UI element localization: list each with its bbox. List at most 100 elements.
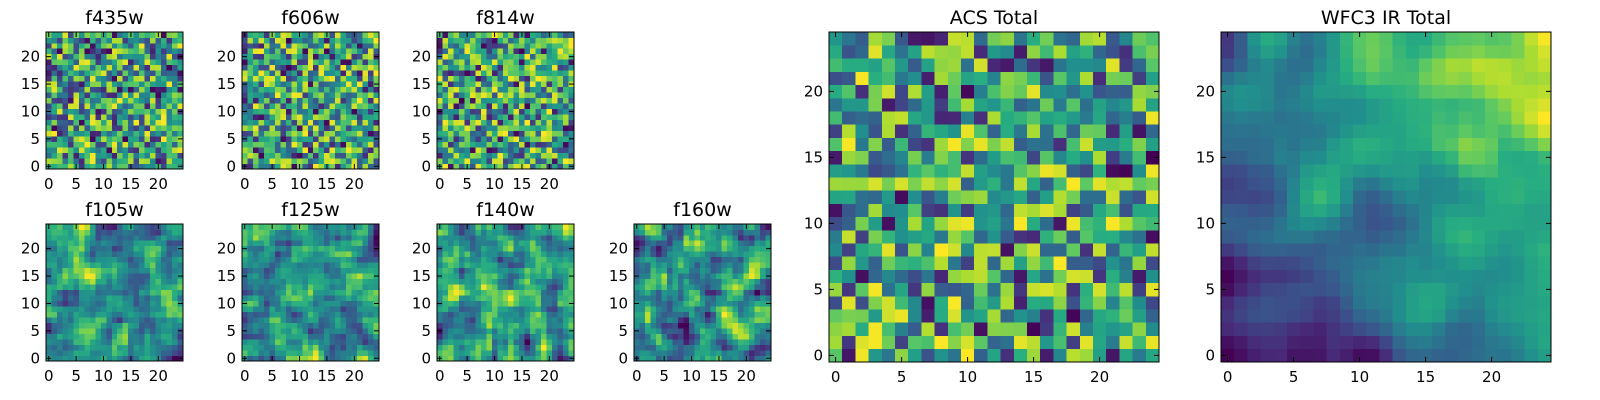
heatmap-cell — [269, 234, 276, 241]
heatmap-cell — [1066, 269, 1081, 284]
heatmap-cell — [139, 256, 145, 263]
heatmap-cell — [557, 64, 564, 71]
heatmap-cell — [373, 339, 380, 345]
heatmap-cell — [263, 317, 270, 323]
heatmap-cell — [563, 108, 569, 115]
heatmap-cell — [661, 262, 668, 269]
heatmap-cell — [535, 163, 542, 170]
heatmap-cell — [296, 317, 303, 323]
heatmap-cell — [447, 32, 454, 38]
heatmap-cell — [541, 125, 547, 131]
heatmap-cell — [296, 114, 303, 120]
heatmap-cell — [716, 311, 722, 318]
heatmap-cell — [535, 37, 542, 44]
heatmap-cell — [84, 97, 91, 104]
heatmap-cell — [491, 267, 498, 274]
heatmap-cell — [172, 59, 178, 66]
heatmap-cell — [318, 317, 325, 323]
heatmap-cell — [1053, 243, 1067, 257]
heatmap-cell — [634, 240, 640, 247]
heatmap-cell — [177, 289, 184, 296]
heatmap-cell — [464, 306, 471, 312]
heatmap-cell — [732, 344, 739, 351]
heatmap-cell — [296, 103, 303, 110]
heatmap-cell — [563, 322, 569, 329]
heatmap-cell — [987, 322, 1001, 336]
heatmap-cell — [122, 278, 129, 285]
heatmap-cell — [177, 350, 184, 356]
heatmap-cell — [541, 147, 547, 153]
heatmap-cell — [519, 229, 525, 236]
heatmap-cell — [453, 42, 460, 49]
heatmap-cell — [166, 317, 173, 323]
heatmap-cell — [291, 59, 298, 66]
heatmap-cell — [166, 344, 173, 351]
heatmap-cell — [666, 240, 673, 247]
heatmap-cell — [738, 284, 744, 291]
heatmap-cell — [139, 42, 145, 49]
heatmap-cell — [650, 289, 657, 296]
heatmap-cell — [524, 278, 531, 285]
x-tick-label: 5 — [267, 175, 277, 193]
heatmap-cell — [464, 317, 471, 323]
heatmap-cell — [313, 163, 320, 170]
heatmap-cell — [313, 81, 320, 88]
heatmap-cell — [732, 267, 739, 274]
heatmap-cell — [252, 273, 259, 280]
heatmap-cell — [106, 234, 113, 241]
heatmap-cell — [688, 300, 695, 307]
heatmap-cell — [285, 278, 292, 285]
heatmap-cell — [252, 355, 259, 362]
heatmap-cell — [242, 256, 248, 263]
heatmap-cell — [453, 306, 460, 312]
heatmap-cell — [122, 42, 129, 49]
heatmap-cell — [242, 229, 248, 236]
heatmap-cell — [699, 355, 706, 362]
heatmap-cell — [95, 158, 102, 164]
heatmap-cell — [67, 256, 74, 263]
heatmap-cell — [340, 32, 347, 38]
heatmap-cell — [541, 48, 547, 55]
heatmap-cell — [513, 37, 520, 44]
heatmap-cell — [291, 224, 298, 230]
heatmap-cell — [346, 350, 352, 356]
heatmap-cell — [1119, 243, 1133, 257]
heatmap-cell — [313, 125, 320, 131]
heatmap-cell — [368, 136, 374, 142]
heatmap-cell — [302, 42, 309, 49]
heatmap-cell — [307, 130, 314, 137]
heatmap-cell — [705, 350, 712, 356]
heatmap-cell — [530, 328, 536, 334]
panel-title: f140w — [476, 199, 535, 221]
heatmap-cell — [252, 350, 259, 356]
heatmap-cell — [161, 339, 167, 345]
heatmap-cell — [89, 256, 96, 263]
heatmap-cell — [437, 48, 443, 55]
heatmap-cell — [95, 251, 102, 258]
heatmap-cell — [524, 152, 531, 159]
heatmap-cell — [368, 273, 374, 280]
heatmap-cell — [699, 278, 706, 285]
heatmap-cell — [546, 289, 553, 296]
heatmap-cell — [738, 311, 744, 318]
heatmap-cells — [829, 32, 1160, 363]
heatmap-cell — [106, 344, 113, 351]
heatmap-cell — [46, 350, 52, 356]
heatmap-cell — [357, 130, 363, 137]
heatmap-cell — [497, 339, 504, 345]
heatmap-cell — [139, 355, 145, 362]
heatmap-cell — [280, 328, 287, 334]
heatmap-cell — [508, 81, 515, 88]
heatmap-cell — [78, 70, 85, 77]
heatmap-cell — [699, 289, 706, 296]
heatmap-cell — [133, 103, 140, 110]
heatmap-cell — [335, 64, 341, 71]
heatmap-cell — [458, 322, 465, 329]
heatmap-cell — [106, 92, 113, 99]
heatmap-cell — [335, 234, 341, 241]
heatmap-cell — [868, 269, 883, 284]
heatmap-cell — [258, 328, 265, 334]
heatmap-cell — [139, 86, 145, 93]
heatmap-cell — [469, 125, 476, 131]
heatmap-cell — [557, 125, 564, 131]
